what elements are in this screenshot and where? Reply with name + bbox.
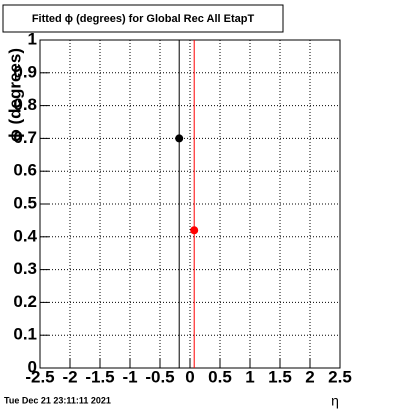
plot-frame <box>39 39 341 369</box>
x-tick-label: 0 <box>185 367 194 386</box>
x-tick-label: -1 <box>122 367 137 386</box>
x-tick-label: -0.5 <box>145 367 174 386</box>
y-tick-label: 0.8 <box>13 95 37 114</box>
x-tick-label: 2.5 <box>328 367 352 386</box>
chart-title: Fitted ϕ (degrees) for Global Rec All Et… <box>32 13 255 25</box>
x-tick-label: -1.5 <box>85 367 114 386</box>
y-tick-label: 0.4 <box>13 226 37 245</box>
y-tick-label: 0.9 <box>13 62 37 81</box>
x-tick-label: 1.5 <box>268 367 292 386</box>
y-axis-label: ϕ (degrees) <box>5 48 24 142</box>
y-tick-label: 0.1 <box>13 325 37 344</box>
title-box <box>2 4 284 33</box>
x-tick-label: 0.5 <box>208 367 232 386</box>
data-point <box>175 134 184 143</box>
x-axis-label: η <box>331 393 339 409</box>
footer-date: Tue Dec 21 23:11:11 2021 <box>4 395 111 405</box>
y-tick-label: 0 <box>28 357 37 376</box>
y-tick-label: 0.2 <box>13 292 37 311</box>
x-tick-label: 1 <box>245 367 254 386</box>
y-tick-label: 0.6 <box>13 161 37 180</box>
y-tick-label: 0.7 <box>13 128 37 147</box>
y-tick-label: 0.3 <box>13 259 37 278</box>
x-tick-label: 2 <box>305 367 314 386</box>
x-tick-label: -2.5 <box>25 367 54 386</box>
y-tick-label: 0.5 <box>13 193 37 212</box>
x-tick-label: -2 <box>62 367 77 386</box>
y-tick-label: 1 <box>28 29 37 48</box>
data-point <box>190 226 199 235</box>
